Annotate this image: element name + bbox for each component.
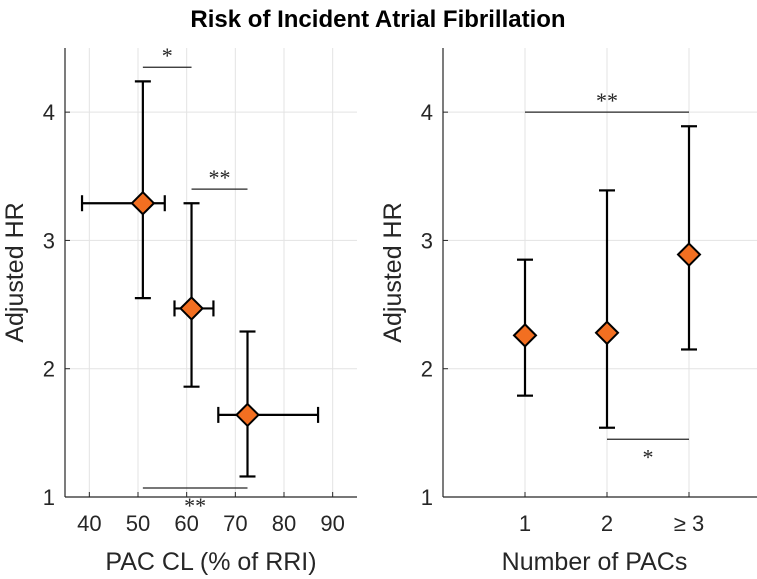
significance-label: ** — [184, 493, 206, 518]
y-axis-label: Adjusted HR — [1, 202, 29, 342]
x-axis-label: PAC CL (% of RRI) — [105, 548, 316, 576]
y-tick-label: 4 — [421, 100, 433, 125]
y-tick-label: 3 — [43, 228, 55, 253]
x-tick-label: 80 — [272, 511, 296, 536]
significance-label: * — [643, 444, 654, 469]
y-axis-label: Adjusted HR — [379, 202, 407, 342]
x-tick-label: 40 — [77, 511, 101, 536]
significance-label: ** — [596, 88, 618, 113]
data-point-diamond — [512, 322, 538, 348]
significance-label: * — [162, 43, 173, 68]
y-tick-label: 3 — [421, 228, 433, 253]
y-tick-label: 2 — [421, 357, 433, 382]
figure-title: Risk of Incident Atrial Fibrillation — [190, 6, 565, 33]
left-panel-pac-cl: 40 50 60 70 80 90 1 2 3 4 PAC CL (% of RRI) Adjuste… — [1, 43, 357, 576]
y-tick-label: 1 — [421, 485, 433, 510]
data-point-diamond — [130, 190, 156, 216]
x-tick-label: 1 — [519, 511, 531, 536]
x-tick-label: ≥ 3 — [674, 511, 704, 536]
significance-label: ** — [209, 165, 231, 190]
x-tick-label: 60 — [174, 511, 198, 536]
data-point-diamond — [676, 242, 702, 267]
y-tick-label: 4 — [43, 100, 55, 125]
y-tick-label: 2 — [43, 357, 55, 382]
data-point-diamond — [594, 320, 620, 346]
x-axis-label: Number of PACs — [502, 548, 688, 576]
y-tick-label: 1 — [43, 485, 55, 510]
x-tick-label: 70 — [223, 511, 247, 536]
x-tick-label: 50 — [126, 511, 150, 536]
data-point-diamond — [179, 296, 204, 321]
x-tick-label: 2 — [601, 511, 613, 536]
data-point-diamond — [235, 402, 260, 428]
x-tick-label: 90 — [320, 511, 344, 536]
